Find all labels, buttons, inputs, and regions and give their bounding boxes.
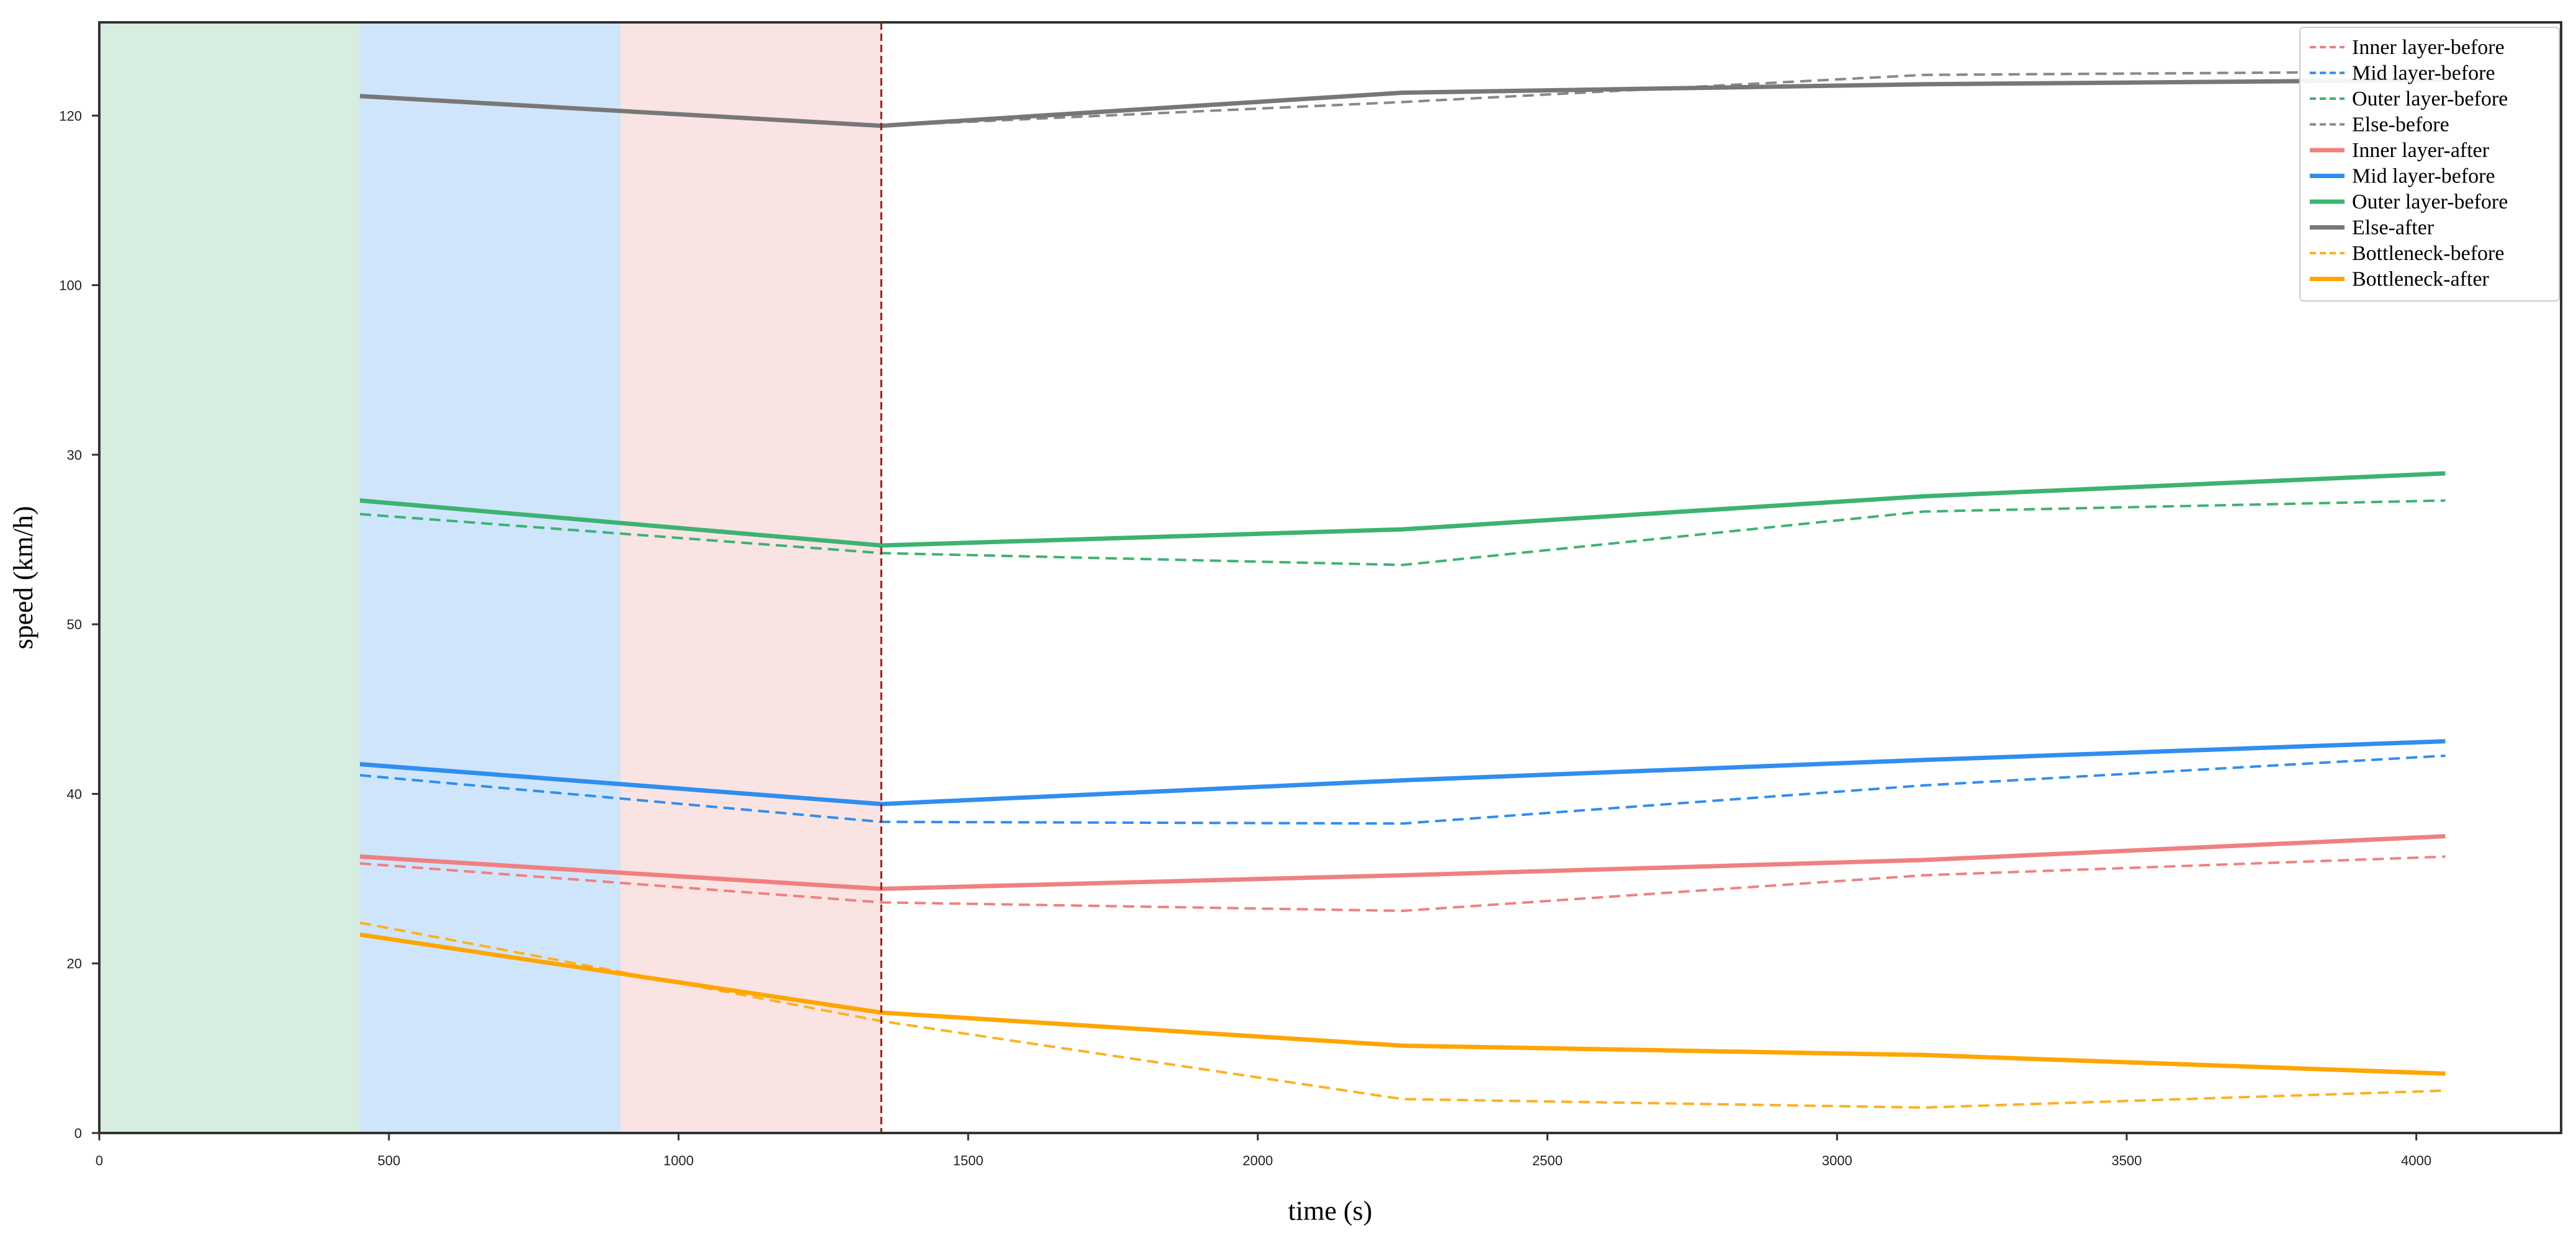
x-tick-label: 4000 bbox=[2401, 1153, 2431, 1168]
legend-label: Else-after bbox=[2352, 217, 2435, 240]
y-tick-label: 40 bbox=[67, 786, 82, 802]
y-tick-label: 100 bbox=[59, 278, 82, 293]
y-tick-label: 50 bbox=[67, 617, 82, 632]
series-lines bbox=[359, 70, 2446, 1109]
series-line-6 bbox=[359, 739, 2446, 807]
legend-box bbox=[2299, 27, 2560, 302]
y-tick-label: 120 bbox=[59, 108, 82, 123]
x-tick-label: 500 bbox=[377, 1153, 400, 1168]
legend-label: Mid layer-before bbox=[2352, 165, 2495, 188]
series-line-10 bbox=[359, 932, 2446, 1076]
shaded-region-3 bbox=[621, 22, 882, 1133]
plot-frame bbox=[98, 21, 2562, 1134]
x-axis-title: time (s) bbox=[1288, 1196, 1373, 1226]
y-axis-title: speed (km/h) bbox=[8, 506, 38, 650]
legend-label: Else-before bbox=[2352, 114, 2449, 137]
x-axis-ticks: 0 500 1000 1500 2000 2500 3000 3500 4000 bbox=[96, 1133, 2431, 1168]
x-tick-label: 2500 bbox=[1532, 1153, 1563, 1168]
series-line-5 bbox=[359, 834, 2446, 891]
x-tick-label: 1000 bbox=[663, 1153, 694, 1168]
x-tick-label: 3500 bbox=[2111, 1153, 2142, 1168]
legend-label: Outer layer-before bbox=[2352, 190, 2508, 213]
x-tick-label: 0 bbox=[96, 1153, 103, 1168]
series-line-3 bbox=[359, 499, 2446, 566]
y-axis-ticks: 0 20 40 50 30 100 120 bbox=[59, 108, 99, 1141]
legend-label: Mid layer-before bbox=[2352, 62, 2495, 85]
legend-label: Outer layer-before bbox=[2352, 87, 2508, 110]
x-tick-label: 1500 bbox=[953, 1153, 984, 1168]
shaded-region-1 bbox=[99, 22, 361, 1133]
legend-label: Bottleneck-after bbox=[2352, 268, 2490, 291]
shaded-regions bbox=[99, 22, 882, 1133]
y-tick-label: 30 bbox=[67, 447, 82, 463]
series-line-8 bbox=[359, 78, 2446, 128]
series-line-2 bbox=[359, 754, 2446, 825]
y-tick-label: 0 bbox=[74, 1126, 82, 1141]
x-tick-label: 3000 bbox=[1822, 1153, 1852, 1168]
x-tick-label: 2000 bbox=[1242, 1153, 1273, 1168]
legend-label: Inner layer-before bbox=[2352, 36, 2505, 59]
series-line-7 bbox=[359, 471, 2446, 548]
legend-label: Bottleneck-before bbox=[2352, 242, 2504, 265]
legend-label: Inner layer-after bbox=[2352, 139, 2490, 162]
series-line-1 bbox=[359, 855, 2446, 912]
y-tick-label: 20 bbox=[67, 956, 82, 972]
